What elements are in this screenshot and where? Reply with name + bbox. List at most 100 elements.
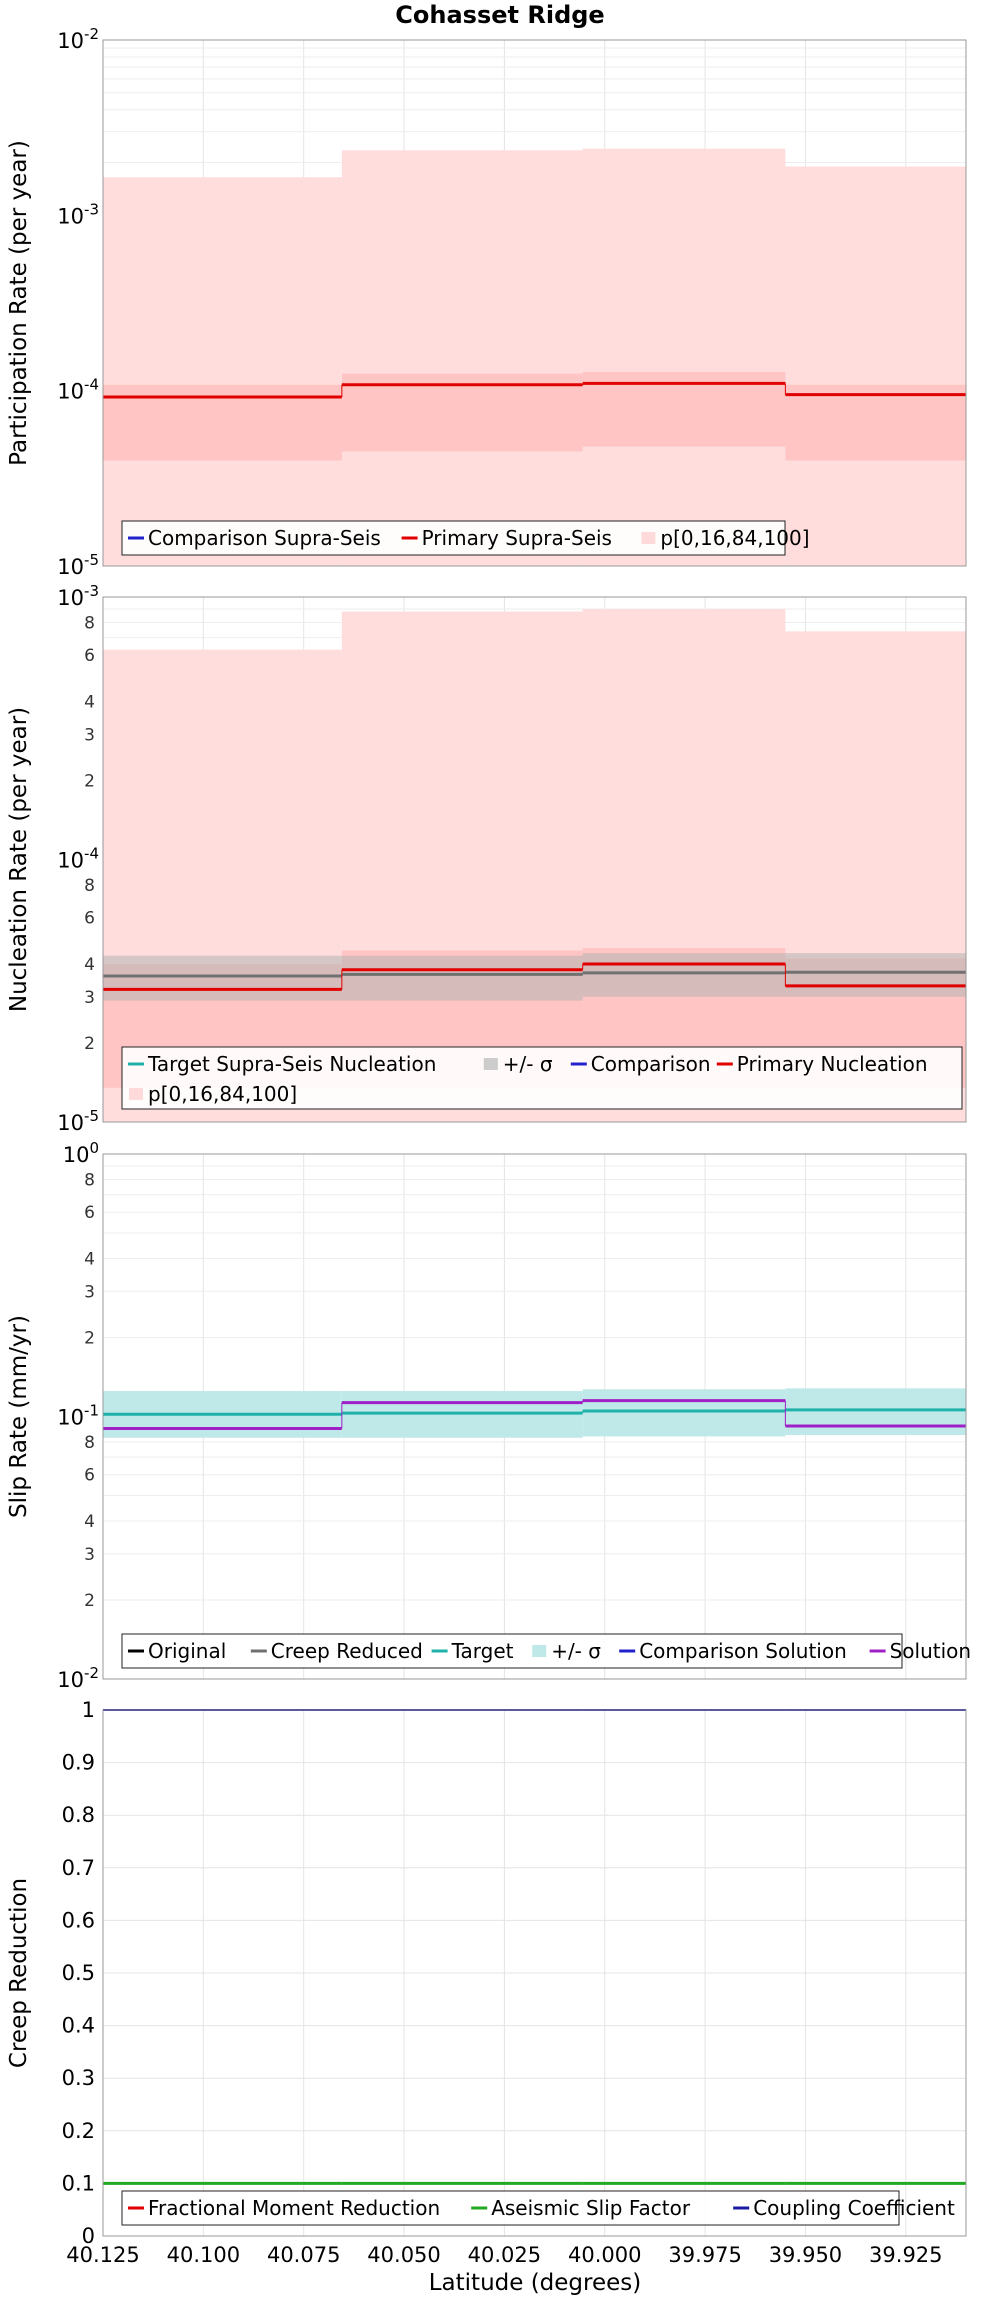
legend-label: Target <box>451 1639 514 1663</box>
panel-slip: 10-2 10-1 100 2 3 4 6 8 2 3 4 6 8 Slip Rate (mm/yr) Or… <box>6 1139 971 1692</box>
y-tick-label: 10-2 <box>57 25 99 53</box>
y-tick-label: 0.1 <box>62 2171 95 2195</box>
x-tick-label: 40.125 <box>66 2243 139 2267</box>
x-axis-label: Latitude (degrees) <box>429 2270 642 2296</box>
legend-swatch <box>483 1058 498 1070</box>
band-segment <box>341 150 583 566</box>
legend-label: +/- σ <box>551 1639 601 1663</box>
y-tick-label: 0.5 <box>62 1961 95 1985</box>
y-tick-label: 10-5 <box>57 1107 99 1135</box>
y-tick-label: 0.9 <box>62 1751 95 1775</box>
y-minor-tick-label: 4 <box>84 955 95 975</box>
y-tick-label: 10-3 <box>57 582 99 610</box>
x-axis: 40.125 40.100 40.075 40.050 40.025 40.000 39.9… <box>66 2243 942 2267</box>
band-segment <box>582 1389 786 1437</box>
y-tick-label: 10-1 <box>57 1402 99 1430</box>
plot-frame <box>102 1153 967 1680</box>
plot-frame <box>102 39 967 567</box>
panel-creep: 0 0.1 0.2 0.3 0.4 0.5 0.6 0.7 0.8 0.9 1 Creep Reduc… <box>6 1698 967 2248</box>
legend-label: Comparison <box>591 1052 711 1076</box>
y-minor-tick-label: 4 <box>84 692 95 712</box>
y-tick-label: 10-2 <box>57 1664 99 1692</box>
y-minor-tick-label: 3 <box>84 725 95 745</box>
band-2 <box>103 953 966 1001</box>
legend-label: Coupling Coefficient <box>753 2196 955 2220</box>
y-minor-tick-label: 4 <box>84 1512 95 1532</box>
legend-label: Primary Supra-Seis <box>422 526 612 550</box>
plot-frame <box>102 1709 967 2237</box>
legend-label: Fractional Moment Reduction <box>148 2196 440 2220</box>
band-segment <box>785 953 966 997</box>
y-tick-label: 0.8 <box>62 1803 95 1827</box>
legend: Original Creep Reduced Target +/- σ Comparis… <box>121 1633 971 1669</box>
y-minor-tick-label: 2 <box>84 1328 95 1348</box>
y-tick-label: 100 <box>63 1139 99 1167</box>
y-minor-tick-label: 8 <box>84 1433 95 1453</box>
legend-label: Comparison Solution <box>639 1639 847 1663</box>
y-minor-tick-label: 4 <box>84 1249 95 1269</box>
y-minor-tick-label: 6 <box>84 1203 95 1223</box>
x-tick-label: 40.025 <box>468 2243 541 2267</box>
y-tick-label: 0.3 <box>62 2066 95 2090</box>
y-minor-tick-label: 2 <box>84 771 95 791</box>
y-tick-labels: 10-5 10-4 10-3 10-2 <box>57 25 99 579</box>
y-minor-tick-label: 8 <box>84 876 95 896</box>
legend-label: Creep Reduced <box>271 1639 423 1663</box>
x-tick-label: 40.100 <box>167 2243 240 2267</box>
plot-frame <box>102 596 967 1123</box>
y-axis-label: Creep Reduction <box>6 1878 32 2068</box>
band-segment <box>103 177 342 566</box>
band-0 <box>103 148 966 567</box>
legend-swatch <box>129 1088 143 1100</box>
legend-label: p[0,16,84,100] <box>148 1082 297 1106</box>
legend-label: Primary Nucleation <box>737 1052 928 1076</box>
series-solution <box>103 1399 966 1431</box>
y-tick-label: 0 <box>82 2224 95 2248</box>
y-minor-tick-label: 3 <box>84 988 95 1008</box>
y-minor-tick-label: 2 <box>84 1034 95 1054</box>
legend-label: p[0,16,84,100] <box>660 526 809 550</box>
series-target <box>103 1408 966 1416</box>
legend-label: Original <box>148 1639 226 1663</box>
y-tick-label: 0.6 <box>62 1908 95 1932</box>
y-tick-label: 10-3 <box>57 200 99 228</box>
y-axis-label: Participation Rate (per year) <box>6 140 32 466</box>
x-tick-label: 39.975 <box>668 2243 741 2267</box>
legend: Comparison Supra-Seis Primary Supra-Seis p… <box>121 520 810 556</box>
legend-label: +/- σ <box>503 1052 553 1076</box>
legend-frame <box>121 520 786 556</box>
legend-label: Aseismic Slip Factor <box>491 2196 691 2220</box>
y-tick-labels: 10-5 10-4 10-3 2 3 4 6 8 2 3 4 6 8 <box>57 582 99 1135</box>
y-minor-tick-label: 3 <box>84 1282 95 1302</box>
band-segment <box>785 384 966 461</box>
y-axis-label: Nucleation Rate (per year) <box>6 707 32 1012</box>
band-segment <box>341 373 583 452</box>
y-tick-label: 0.7 <box>62 1856 95 1880</box>
legend-frame <box>121 1046 963 1110</box>
legend-label: Comparison Supra-Seis <box>148 526 381 550</box>
chart-title: Cohasset Ridge <box>395 1 604 29</box>
y-minor-tick-label: 6 <box>84 646 95 666</box>
legend-swatch <box>641 532 656 544</box>
band-segment <box>582 148 786 567</box>
y-tick-labels: 10-2 10-1 100 2 3 4 6 8 2 3 4 6 8 <box>57 1139 99 1692</box>
series-primary-supra-seis <box>103 381 966 399</box>
x-tick-label: 40.050 <box>367 2243 440 2267</box>
legend-swatch <box>532 1645 547 1657</box>
legend: Target Supra-Seis Nucleation +/- σ Compari… <box>121 1046 963 1110</box>
y-tick-label: 0.2 <box>62 2119 95 2143</box>
legend-label: Target Supra-Seis Nucleation <box>147 1052 436 1076</box>
x-tick-label: 39.950 <box>769 2243 842 2267</box>
x-tick-label: 40.075 <box>267 2243 340 2267</box>
chart-panels: 10-5 10-4 10-3 10-2 Participation Rate (per … <box>6 25 971 2248</box>
y-minor-tick-label: 2 <box>84 1591 95 1611</box>
series-primary-nucleation <box>103 962 966 991</box>
y-tick-label: 10-4 <box>57 845 99 873</box>
legend-frame <box>121 2190 900 2226</box>
band-segment <box>582 953 786 997</box>
y-minor-tick-label: 6 <box>84 1466 95 1486</box>
band-segment <box>785 1388 966 1436</box>
panel-participation: 10-5 10-4 10-3 10-2 Participation Rate (per … <box>6 25 967 579</box>
band-segment <box>341 955 583 1001</box>
y-tick-label: 1 <box>82 1698 95 1722</box>
